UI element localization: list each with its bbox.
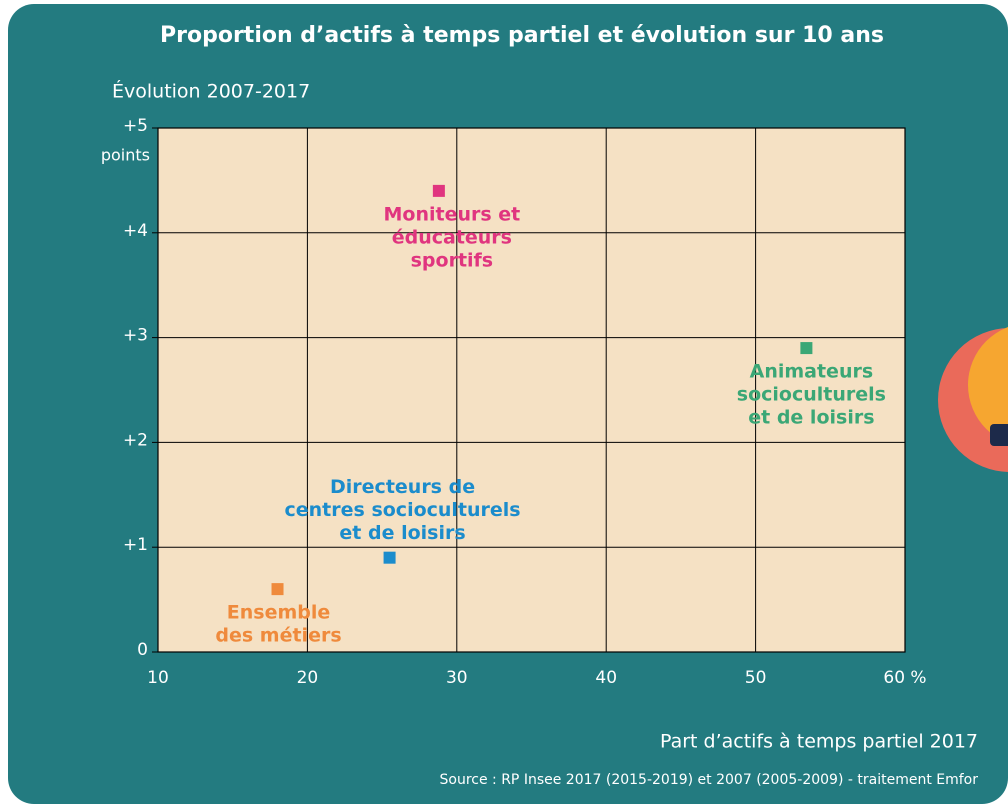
- point-label: socioculturels: [737, 384, 886, 406]
- chart-title: Proportion d’actifs à temps partiel et é…: [160, 23, 884, 48]
- y-tick-label: +3: [123, 326, 148, 346]
- x-tick-label: 60 %: [883, 668, 926, 688]
- source: Source : RP Insee 2017 (2015-2019) et 20…: [440, 772, 979, 788]
- point-label: Moniteurs et: [383, 203, 520, 225]
- y-axis-label: Évolution 2007-2017: [112, 80, 310, 103]
- point-label: Directeurs de: [330, 476, 475, 498]
- x-axis-label: Part d’actifs à temps partiel 2017: [660, 731, 978, 753]
- y-tick-label: 0: [137, 640, 148, 660]
- point-label: Animateurs: [750, 361, 874, 383]
- y-tick-label: +2: [123, 430, 148, 450]
- x-tick-label: 40: [595, 668, 617, 688]
- decoration: [990, 424, 1008, 446]
- point-label: centres socioculturels: [285, 499, 521, 521]
- point-label: des métiers: [215, 625, 341, 647]
- plot-area: [157, 127, 906, 653]
- y-tick-label: +1: [123, 535, 148, 555]
- point-label: Ensemble: [227, 602, 331, 624]
- point-label: et de loisirs: [748, 407, 874, 429]
- point: [800, 342, 813, 355]
- point-label: et de loisirs: [339, 522, 465, 544]
- point-label: éducateurs: [392, 226, 512, 248]
- y-unit: points: [101, 146, 150, 165]
- x-tick-label: 20: [297, 668, 319, 688]
- point: [432, 184, 445, 197]
- y-tick-label: +4: [123, 221, 148, 241]
- point: [271, 583, 284, 596]
- point-label: sportifs: [411, 249, 494, 271]
- x-tick-label: 50: [745, 668, 767, 688]
- y-tick-label: +5: [123, 116, 148, 136]
- x-tick-label: 30: [446, 668, 468, 688]
- decoration: [968, 327, 1008, 443]
- point: [383, 551, 396, 564]
- x-tick-label: 10: [147, 668, 169, 688]
